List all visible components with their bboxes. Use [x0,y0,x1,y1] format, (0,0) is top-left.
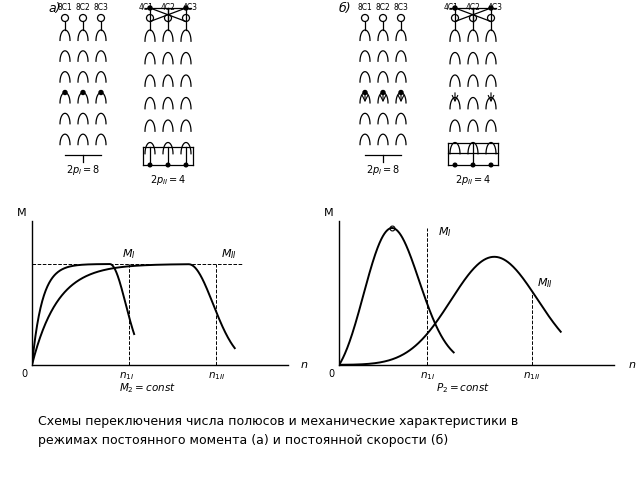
Text: 8C1: 8C1 [58,3,72,12]
Text: 4C1: 4C1 [444,3,458,12]
Circle shape [184,6,188,10]
Text: 4C3: 4C3 [488,3,502,12]
Text: n: n [628,360,635,370]
Text: $M_{II}$: $M_{II}$ [538,276,554,290]
Text: 4C3: 4C3 [182,3,198,12]
Circle shape [363,91,367,95]
Circle shape [166,163,170,167]
Text: 8C3: 8C3 [394,3,408,12]
Text: n: n [301,360,308,370]
Text: $2p_I = 8$: $2p_I = 8$ [66,163,100,177]
Text: б): б) [339,2,351,15]
Circle shape [471,163,475,167]
Circle shape [489,6,493,10]
Text: Схемы переключения числа полюсов и механические характеристики в
режимах постоян: Схемы переключения числа полюсов и механ… [38,415,518,447]
Text: $n_{1I}$: $n_{1I}$ [119,370,134,382]
Text: $n_{1I}$: $n_{1I}$ [420,370,435,382]
Circle shape [453,6,457,10]
Text: $M_{II}$: $M_{II}$ [221,247,237,261]
Text: 4C2: 4C2 [161,3,175,12]
Circle shape [148,163,152,167]
Circle shape [453,163,457,167]
Text: 8C2: 8C2 [376,3,390,12]
Text: 8C1: 8C1 [358,3,372,12]
Text: $2p_{II} = 4$: $2p_{II} = 4$ [455,173,491,187]
Text: $2p_I = 8$: $2p_I = 8$ [366,163,400,177]
Circle shape [489,163,493,167]
Circle shape [148,6,152,10]
Circle shape [99,91,103,95]
Text: $M_2 = const$: $M_2 = const$ [118,381,176,395]
Text: $M_I$: $M_I$ [122,247,136,261]
Text: M: M [17,208,27,218]
Text: $n_{1II}$: $n_{1II}$ [208,370,225,382]
Text: $P_2 = const$: $P_2 = const$ [436,381,490,395]
Circle shape [399,91,403,95]
Circle shape [184,163,188,167]
Text: а): а) [49,2,61,15]
Text: $n_{1II}$: $n_{1II}$ [524,370,540,382]
Circle shape [381,91,385,95]
Circle shape [81,91,85,95]
Text: $2p_{II} = 4$: $2p_{II} = 4$ [150,173,186,187]
Text: 0: 0 [21,369,28,379]
Text: $M_I$: $M_I$ [438,225,452,239]
Text: 8C3: 8C3 [93,3,108,12]
Text: 0: 0 [328,369,334,379]
Text: 8C2: 8C2 [76,3,90,12]
Text: 4C1: 4C1 [139,3,154,12]
Text: 4C2: 4C2 [465,3,481,12]
Circle shape [63,91,67,95]
Text: M: M [323,208,333,218]
